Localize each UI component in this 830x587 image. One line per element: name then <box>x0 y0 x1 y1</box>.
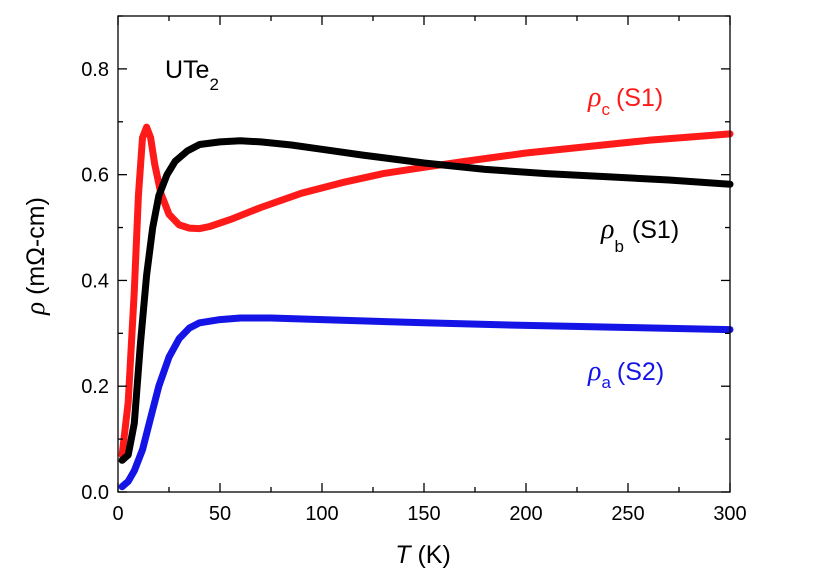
rho-a-sample: (S2) <box>617 358 664 386</box>
series-label-rho-c: ρc (S1) <box>587 82 663 119</box>
series-layer <box>118 123 734 491</box>
y-tick-label: 0.4 <box>81 270 109 292</box>
x-axis-unit: (K) <box>417 541 450 569</box>
y-tick-label: 0.8 <box>81 59 109 81</box>
x-tick-label: 300 <box>713 503 746 525</box>
series-line-rho-b <box>118 137 734 464</box>
chart-title-subscript: 2 <box>209 75 218 94</box>
rho-a-symbol: ρ <box>587 356 601 387</box>
x-tick-label: 0 <box>112 503 123 525</box>
x-axis-title: T (K) <box>395 541 451 569</box>
tick-layer: 0 50 100 150 200 250 300 0.0 0.2 0.4 0.6 0.8 <box>81 15 747 525</box>
y-tick-label: 0.2 <box>81 376 109 398</box>
series-label-rho-a: ρa (S2) <box>587 356 664 392</box>
x-axis-symbol: T <box>395 541 412 569</box>
x-tick-label: 50 <box>209 503 231 525</box>
y-axis-unit: (mΩ-cm) <box>22 197 50 295</box>
rho-b-sample: (S1) <box>632 216 679 244</box>
x-tick-label: 250 <box>611 503 644 525</box>
rho-c-subscript: c <box>601 100 610 119</box>
chart-title-main: UTe <box>165 56 209 84</box>
rho-b-symbol: ρ <box>600 214 614 245</box>
rho-a-subscript: a <box>601 373 611 392</box>
x-tick-label: 150 <box>407 503 440 525</box>
x-tick-label: 100 <box>305 503 338 525</box>
chart-title: UTe2 <box>165 56 219 94</box>
rho-c-sample: (S1) <box>616 84 663 112</box>
series-line-rho-c <box>118 123 734 459</box>
rho-c-symbol: ρ <box>587 82 601 113</box>
y-tick-label: 0.0 <box>81 482 109 504</box>
series-label-rho-b: ρb (S1) <box>600 214 679 256</box>
x-tick-label: 200 <box>509 503 542 525</box>
y-tick-label: 0.6 <box>81 165 109 187</box>
y-axis-title: ρ (mΩ-cm) <box>20 197 50 316</box>
rho-b-subscript: b <box>614 237 623 256</box>
y-axis-symbol: ρ <box>20 302 50 316</box>
series-line-rho-a <box>118 314 734 491</box>
